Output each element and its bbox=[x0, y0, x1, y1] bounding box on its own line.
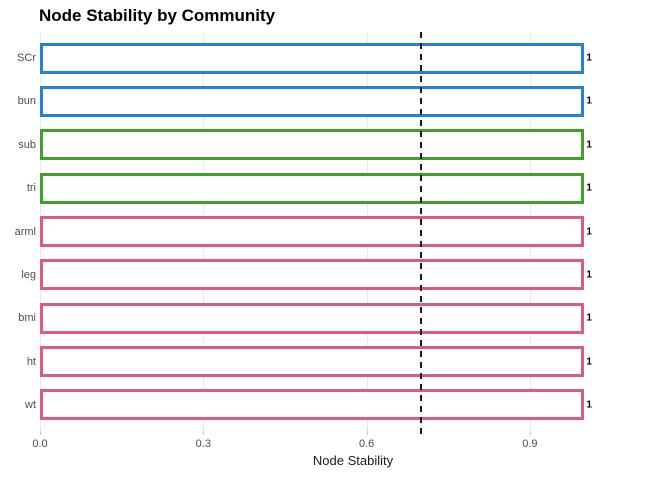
category-label: tri bbox=[26, 182, 36, 195]
value-label: 1 bbox=[586, 226, 592, 237]
value-label: 1 bbox=[586, 95, 592, 107]
category-label: SCr bbox=[17, 52, 36, 65]
stability-bar bbox=[40, 85, 585, 117]
axis-tick bbox=[203, 431, 205, 435]
value-label: 1 bbox=[586, 399, 592, 411]
x-tick-label: 0.9 bbox=[522, 438, 538, 450]
stability-bar bbox=[40, 172, 585, 204]
stability-bar bbox=[40, 216, 585, 247]
stability-bar bbox=[40, 259, 585, 291]
category-label: bmi bbox=[18, 312, 36, 325]
x-axis-title: Node Stability bbox=[312, 453, 394, 468]
x-tick-label: 0.0 bbox=[32, 438, 48, 450]
stability-bar bbox=[40, 389, 585, 421]
value-label: 1 bbox=[586, 312, 592, 324]
category-label: leg bbox=[21, 268, 36, 281]
chart-title: Node Stability by Community bbox=[39, 6, 276, 25]
stability-bar bbox=[40, 346, 585, 378]
category-label: wt bbox=[25, 398, 36, 411]
axis-tick bbox=[366, 431, 368, 435]
reference-line bbox=[420, 32, 423, 436]
category-label: arml bbox=[14, 225, 36, 238]
axis-tick bbox=[529, 431, 531, 435]
x-tick-label: 0.3 bbox=[195, 438, 211, 450]
value-label: 1 bbox=[586, 52, 592, 64]
axis-tick bbox=[40, 431, 41, 435]
stability-bar bbox=[40, 302, 585, 334]
value-label: 1 bbox=[586, 356, 592, 368]
category-label: bun bbox=[17, 95, 36, 108]
category-label: sub bbox=[18, 138, 36, 151]
value-label: 1 bbox=[586, 182, 592, 194]
stability-bar bbox=[40, 42, 585, 74]
stability-bar bbox=[40, 129, 585, 161]
category-label: ht bbox=[26, 355, 36, 368]
value-label: 1 bbox=[586, 269, 592, 281]
value-label: 1 bbox=[586, 139, 592, 151]
x-tick-label: 0.6 bbox=[358, 438, 375, 450]
